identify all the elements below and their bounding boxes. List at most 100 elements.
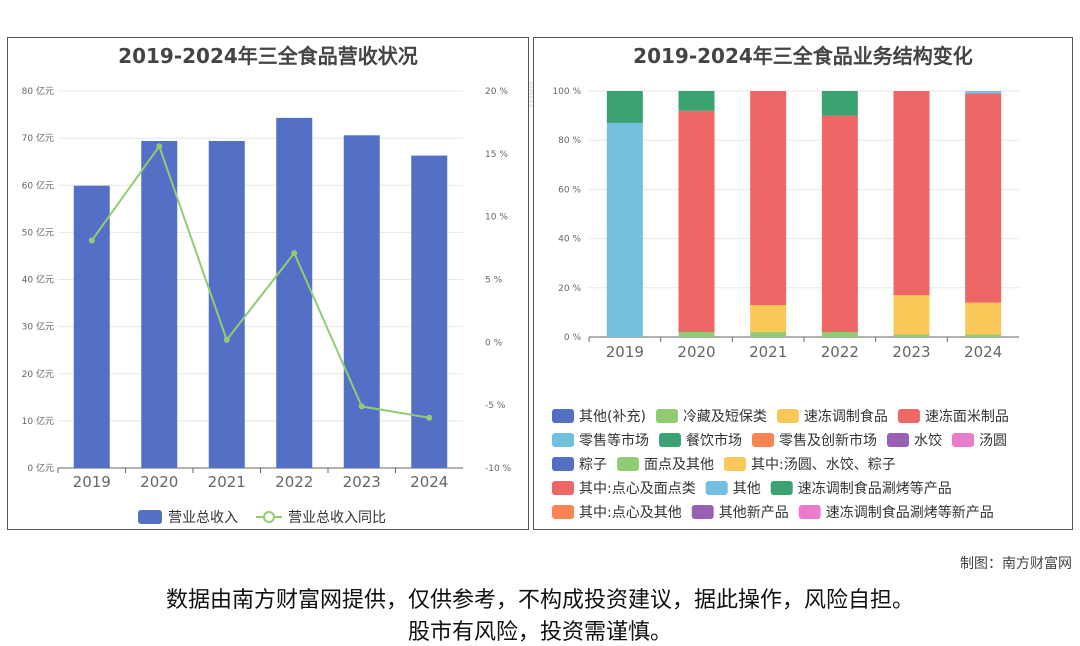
y-tick-label: 30 亿元 (22, 321, 54, 333)
legend-swatch-revenue (138, 510, 162, 524)
y-tick-label: 40 % (558, 235, 581, 245)
stacked-segment (750, 332, 787, 337)
legend-swatch (617, 457, 639, 471)
legend-swatch (552, 409, 574, 423)
legend-label: 粽子 (579, 457, 607, 473)
x-tick-label: 2022 (821, 343, 859, 361)
y2-tick-label: 20 % (485, 87, 508, 97)
legend-label: 速冻调制食品 (804, 408, 888, 425)
x-tick-label: 2022 (275, 473, 313, 491)
legend-label: 速冻面米制品 (925, 408, 1009, 425)
legend-label: 速冻调制食品涮烤等产品 (798, 480, 952, 497)
stacked-segment (893, 295, 930, 335)
y-tick-label: 60 亿元 (22, 179, 54, 191)
legend-swatch (659, 433, 681, 447)
yoy-line (90, 144, 430, 419)
legend-swatch (770, 481, 793, 495)
legend-swatch (552, 433, 574, 447)
legend-label: 其他(补充) (579, 409, 646, 425)
legend-label: 餐饮市场 (686, 432, 742, 449)
legend-swatch (952, 433, 974, 447)
legend-label: 其中:点心及面点类 (579, 481, 696, 497)
stacked-segment (750, 305, 787, 333)
structure-chart-title: 2019-2024年三全食品业务结构变化 (633, 44, 973, 68)
y-tick-label: 10 亿元 (22, 415, 54, 427)
yoy-point (88, 237, 95, 244)
legend-swatch (776, 409, 799, 423)
legend-label: 营业总收入同比 (288, 510, 386, 526)
legend-label: 水饺 (914, 433, 942, 449)
revenue-bar (141, 140, 178, 468)
y-tick-label: 50 亿元 (22, 226, 54, 238)
legend-swatch (887, 433, 909, 447)
yoy-point (426, 414, 433, 421)
y-tick-label: 20 亿元 (22, 368, 54, 380)
y-tick-label: 100 % (552, 87, 581, 97)
yoy-point (156, 143, 163, 150)
legend-swatch (552, 457, 574, 471)
revenue-chart: 0 亿元 10 亿元 20 亿元 30 亿元 40 亿元 50 亿元 60 亿元 70 亿元 8… (22, 85, 512, 526)
legend-swatch (798, 505, 821, 519)
revenue-bar (276, 117, 313, 468)
x-tick-label: 2019 (73, 473, 111, 491)
stacked-segment (821, 332, 858, 337)
legend-swatch-yoy-point (263, 511, 275, 523)
x-tick-label: 2019 (606, 343, 644, 361)
stacked-segment (965, 334, 1002, 337)
legend-label: 面点及其他 (644, 457, 714, 473)
y-tick-label: 60 % (558, 185, 581, 195)
structure-chart: 0 % 20 % 40 % 60 % 80 % 100 % 2019 2020 2021 2022… (552, 87, 1019, 521)
structure-chart-panel: 2019-2024年三全食品业务结构变化 0 % 20 % 40 % 60 % 80 %… (533, 37, 1073, 530)
legend-label: 零售等市场 (579, 432, 649, 449)
legend-label: 汤圆 (979, 433, 1007, 449)
legend-swatch (691, 505, 714, 519)
y-tick-label: 80 % (558, 136, 581, 146)
legend-label: 其中:点心及其他 (579, 505, 682, 521)
y-tick-label: 40 亿元 (22, 274, 54, 286)
revenue-bar (343, 135, 380, 469)
stacked-segment (606, 91, 643, 123)
legend-swatch (752, 433, 774, 447)
revenue-bar (73, 185, 110, 468)
y-tick-label: 70 亿元 (22, 132, 54, 144)
legend-label: 其他新产品 (719, 505, 789, 521)
legend-swatch (724, 457, 746, 471)
x-tick-label: 2021 (208, 473, 246, 491)
stacked-segment (821, 115, 858, 333)
y2-tick-label: -5 % (485, 401, 506, 411)
legend-swatch (552, 481, 574, 495)
stacked-segment (678, 110, 715, 333)
disclaimer-line-1: 数据由南方财富网提供，仅供参考，不构成投资建议，据此操作，风险自担。 (165, 588, 914, 613)
y2-tick-label: 0 % (485, 338, 503, 348)
yoy-point (358, 403, 365, 410)
stacked-segment (821, 91, 858, 116)
legend-label: 冷藏及短保类 (683, 409, 767, 425)
y-tick-label: 20 % (558, 284, 581, 294)
legend-label: 速冻调制食品涮烤等新产品 (826, 504, 994, 521)
y2-tick-label: -10 % (485, 464, 512, 474)
stacked-segment (965, 93, 1002, 303)
legend-label: 其中:汤圆、水饺、粽子 (751, 457, 896, 473)
x-tick-label: 2021 (749, 343, 787, 361)
legend-label: 零售及创新市场 (779, 432, 877, 449)
stacked-segment (893, 334, 930, 337)
x-tick-label: 2020 (677, 343, 715, 361)
stacked-segment (678, 332, 715, 337)
x-tick-label: 2024 (410, 473, 448, 491)
y-tick-label: 80 亿元 (22, 85, 54, 97)
y2-tick-label: 10 % (485, 213, 508, 223)
legend-swatch (705, 481, 728, 495)
legend-swatch (655, 409, 678, 423)
chart-credit: 制图：南方财富网 (960, 556, 1072, 572)
x-tick-label: 2023 (892, 343, 930, 361)
stacked-segment (678, 91, 715, 111)
stacked-segment (893, 91, 930, 296)
yoy-point (223, 336, 230, 343)
y2-tick-label: 15 % (485, 150, 508, 160)
legend-label: 其他 (733, 481, 761, 497)
legend-swatch (897, 409, 920, 423)
stacked-segment (606, 122, 643, 337)
legend-label: 营业总收入 (168, 510, 238, 526)
yoy-point (291, 250, 298, 257)
x-tick-label: 2023 (343, 473, 381, 491)
